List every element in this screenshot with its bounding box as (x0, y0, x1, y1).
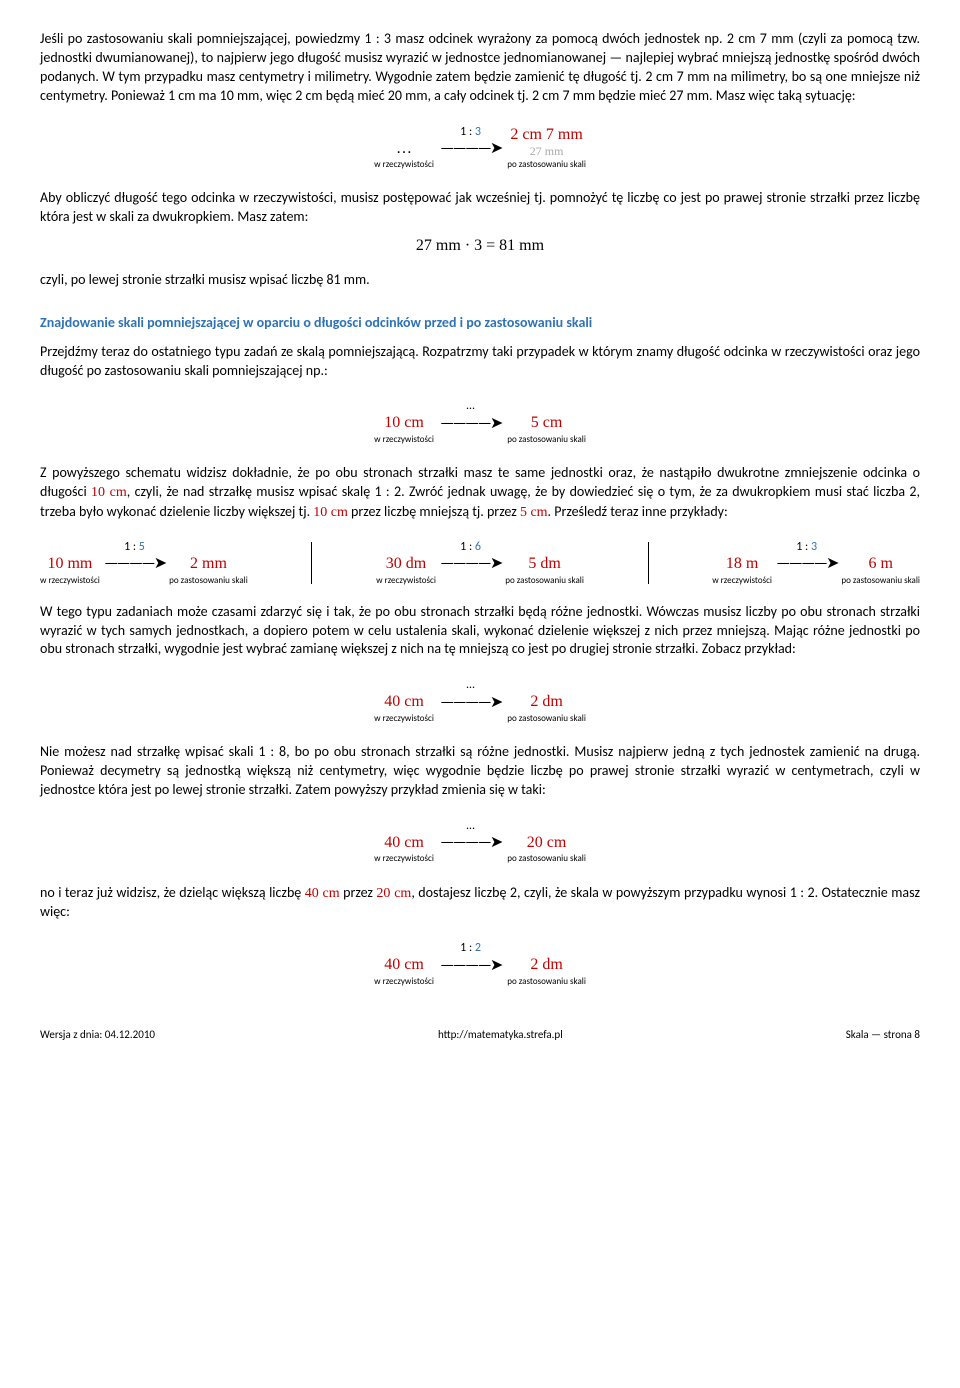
equation-1: 27 mm · 3 = 81 mm (40, 235, 920, 257)
para-8: no i teraz już widzisz, że dzieląc więks… (40, 884, 920, 923)
separator (648, 542, 649, 584)
separator (311, 542, 312, 584)
para-2: Aby obliczyć długość tego odcinka w rzec… (40, 189, 920, 227)
para-7: Nie możesz nad strzałkę wpisać skali 1 :… (40, 743, 920, 800)
d1-right: 2 cm 7 mm (510, 124, 582, 146)
arrow-icon: ————➤ (440, 413, 501, 435)
para-6: W tego typu zadaniach może czasami zdarz… (40, 603, 920, 660)
para-4: Przejdźmy teraz do ostatniego typu zadań… (40, 343, 920, 381)
example-3: 18 m w rzeczywistości 1 : 3 ————➤ 6 m po… (712, 539, 920, 587)
diagram-4: 40 cm w rzeczywistości … ————➤ 20 cm po … (40, 818, 920, 866)
diagram-2: 10 cm w rzeczywistości … ————➤ 5 cm po z… (40, 398, 920, 446)
d1-left-sub: w rzeczywistości (374, 159, 434, 171)
diagram-3: 40 cm w rzeczywistości … ————➤ 2 dm po z… (40, 677, 920, 725)
d2-left-sub: w rzeczywistości (374, 434, 434, 446)
example-2: 30 dm w rzeczywistości 1 : 6 ————➤ 5 dm … (376, 539, 584, 587)
d2-left: 10 cm (384, 412, 424, 434)
d2-right: 5 cm (531, 412, 563, 434)
para-5: Z powyższego schematu widzisz dokładnie,… (40, 464, 920, 523)
diagram-5: 40 cm w rzeczywistości 1 : 2 ————➤ 2 dm … (40, 940, 920, 988)
section-heading: Znajdowanie skali pomniejszającej w opar… (40, 314, 920, 333)
para-3: czyli, po lewej stronie strzałki musisz … (40, 271, 920, 290)
d2-right-sub: po zastosowaniu skali (507, 434, 586, 446)
arrow-icon: ————➤ (440, 138, 501, 160)
footer-version: Wersja z dnia: 04.12.2010 (40, 1028, 155, 1043)
footer-page: Skala — strona 8 (846, 1028, 920, 1043)
diagram-1: … w rzeczywistości 1 : 3 ————➤ 2 cm 7 mm… (40, 124, 920, 172)
d1-right-sub: po zastosowaniu skali (507, 159, 586, 171)
page-footer: Wersja z dnia: 04.12.2010 http://matemat… (40, 1028, 920, 1043)
triple-examples: 10 mm w rzeczywistości 1 : 5 ————➤ 2 mm … (40, 539, 920, 587)
d1-right-mid: 27 mm (530, 143, 564, 159)
para-intro: Jeśli po zastosowaniu skali pomniejszają… (40, 30, 920, 106)
footer-url: http://matematyka.strefa.pl (438, 1028, 563, 1043)
d1-left: … (396, 138, 412, 160)
example-1: 10 mm w rzeczywistości 1 : 5 ————➤ 2 mm … (40, 539, 248, 587)
